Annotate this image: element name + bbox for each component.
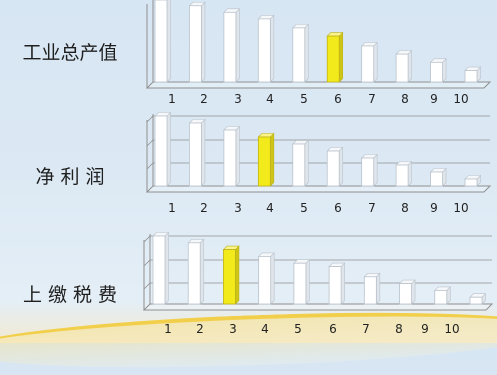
bar: [430, 171, 443, 187]
x-tick-label: 6: [334, 201, 342, 215]
bar: [326, 150, 340, 187]
x-tick-label: 8: [395, 322, 403, 336]
bar-side: [338, 146, 344, 187]
bar: [395, 164, 409, 187]
bar-side: [442, 58, 447, 83]
bar: [154, 115, 168, 187]
bar-side: [201, 118, 206, 187]
bar: [430, 61, 443, 83]
bar-side: [373, 41, 378, 83]
bar-side: [304, 23, 309, 83]
x-tick-label: 4: [266, 201, 274, 215]
bar-highlighted: [326, 35, 340, 83]
x-tick-label: 2: [196, 322, 204, 336]
x-tick-label: 1: [164, 322, 172, 336]
x-tick-label: 8: [401, 92, 409, 106]
bar: [361, 157, 375, 187]
bar-side: [338, 31, 344, 83]
x-tick-label: 6: [334, 92, 342, 106]
bar: [152, 235, 166, 305]
bar-side: [304, 139, 309, 187]
bar: [464, 70, 478, 83]
bar: [293, 262, 307, 305]
bar: [395, 53, 409, 83]
x-tick-label: 3: [229, 322, 237, 336]
chart-label-industrial-output: 工业总产值: [22, 42, 118, 64]
x-tick-label: 10: [453, 201, 468, 215]
bar: [292, 143, 306, 187]
gridline-depth: [143, 259, 151, 267]
bar: [434, 289, 448, 305]
bar-side: [411, 279, 416, 305]
x-tick-label: 10: [453, 92, 468, 106]
bar: [399, 283, 412, 305]
x-tick-label: 10: [444, 322, 459, 336]
bar-side: [407, 160, 412, 187]
bar-side: [166, 0, 171, 83]
x-tick-label: 6: [329, 322, 337, 336]
bar-highlighted: [257, 136, 271, 187]
bar-highlighted: [223, 249, 236, 305]
x-tick-label: 8: [401, 201, 409, 215]
x-tick-label: 7: [368, 201, 376, 215]
chart-label-net-profit: 净 利 润: [35, 166, 105, 188]
chart-label-taxes-paid: 上 缴 税 费: [22, 284, 118, 306]
bar-side: [270, 132, 275, 187]
bar: [328, 266, 342, 305]
x-tick-label: 9: [430, 92, 438, 106]
x-tick-label: 1: [168, 92, 176, 106]
bar-side: [235, 125, 240, 187]
bar: [189, 5, 202, 83]
bar-side: [270, 252, 275, 305]
bar: [189, 122, 202, 187]
gridline-depth: [146, 139, 154, 147]
bar-side: [166, 111, 171, 187]
bar-side: [340, 262, 345, 305]
x-tick-label: 7: [368, 92, 376, 106]
bar-side: [199, 238, 205, 305]
x-tick-label: 5: [300, 92, 308, 106]
bar: [187, 242, 201, 305]
bar-side: [201, 1, 206, 83]
x-tick-label: 7: [362, 322, 370, 336]
bar: [469, 296, 483, 305]
x-tick-label: 1: [168, 201, 176, 215]
bar: [154, 0, 168, 83]
bar-side: [270, 14, 275, 83]
bar-side: [235, 8, 240, 83]
bar-side: [373, 153, 378, 187]
x-tick-label: 4: [261, 322, 269, 336]
bar-side: [407, 49, 412, 83]
bar-charts: 1 2 3 4 5 6 7 8 9 10 1 2 3 4 5 6 7 8 9 10 1 2 3 4 5 6 7 8 9 10: [142, 0, 494, 336]
chart-floor: [145, 81, 492, 89]
x-tick-label: 3: [234, 92, 242, 106]
bar: [363, 276, 377, 305]
bar: [223, 129, 237, 187]
bar: [258, 255, 272, 305]
bar-side: [305, 258, 310, 305]
bar-side: [235, 245, 240, 305]
x-tick-label: 9: [421, 322, 429, 336]
x-tick-label: 2: [200, 201, 208, 215]
x-tick-label: 2: [200, 92, 208, 106]
bar: [292, 27, 306, 83]
bar: [223, 11, 237, 83]
gridline-depth: [143, 282, 151, 290]
chart-floor: [145, 185, 492, 193]
gridline-depth: [143, 235, 151, 243]
bar-side: [164, 231, 169, 305]
x-tick-label: 3: [234, 201, 242, 215]
gridline-depth: [146, 162, 154, 170]
gridline-depth: [146, 115, 154, 123]
bar: [361, 45, 375, 83]
bar: [257, 18, 271, 83]
bar-side: [376, 272, 381, 305]
x-tick-label: 5: [294, 322, 302, 336]
chart-floor: [142, 303, 494, 311]
bar: [464, 178, 478, 187]
x-tick-label: 4: [266, 92, 274, 106]
x-tick-label: 5: [300, 201, 308, 215]
x-tick-label: 9: [430, 201, 438, 215]
